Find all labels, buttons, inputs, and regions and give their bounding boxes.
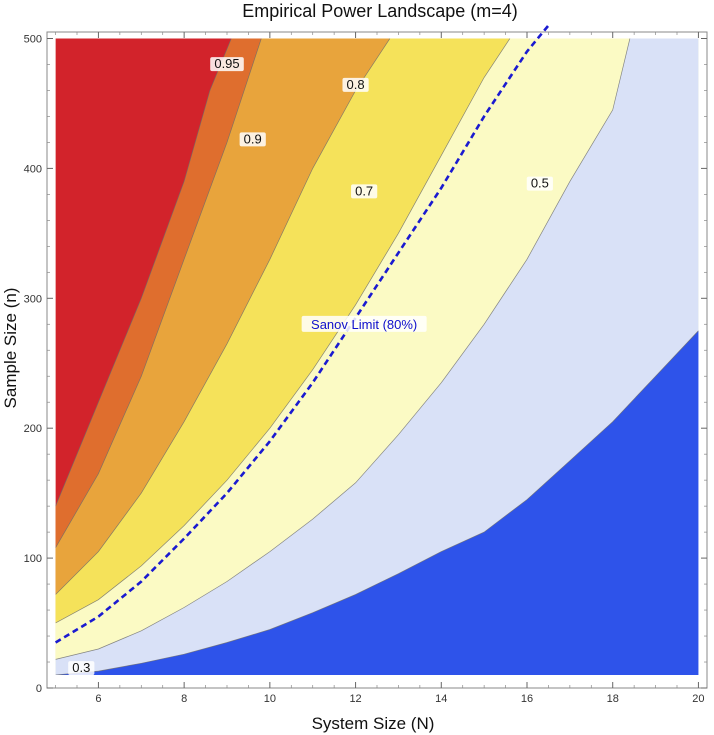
contour-label-0.8: 0.8 [347,77,365,92]
contour-label-bg-0.9 [239,132,266,147]
sanov-limit-label: Sanov Limit (80%) [311,317,417,332]
contour-line-0.8 [55,38,391,595]
contour-line-0.9 [55,38,262,548]
contour-label-0.95: 0.95 [214,56,239,71]
x-tick-label-20: 20 [692,693,704,705]
x-tick-label-8: 8 [181,693,187,705]
x-tick-label-16: 16 [521,693,533,705]
contour-label-bg-0.7 [351,184,378,199]
y-axis-title: Sample Size (n) [1,288,20,409]
contour-label-bg-0.5 [526,176,553,191]
contour-label-0.3: 0.3 [72,660,90,675]
x-tick-label-6: 6 [95,693,101,705]
x-tick-label-18: 18 [607,693,619,705]
contour-line-0.5 [55,38,631,660]
chart-title: Empirical Power Landscape (m=4) [242,1,518,21]
sanov-limit-curve [54,24,550,644]
contour-line-0.95 [55,38,232,507]
contour-label-bg-0.3 [68,661,95,676]
y-tick-label-200: 200 [24,423,42,435]
contour-label-0.9: 0.9 [244,131,262,146]
contour-line-0.3 [55,330,699,676]
sanov-label-bg [301,315,427,332]
contour-label-bg-0.95 [210,57,244,72]
region-below-0.3 [55,330,699,676]
x-tick-label-12: 12 [349,693,361,705]
contour-line-0.7 [55,38,511,624]
plot-area [54,24,699,676]
y-tick-label-500: 500 [24,33,42,45]
x-tick-label-10: 10 [264,693,276,705]
y-tick-label-0: 0 [36,683,42,695]
y-tick-label-300: 300 [24,293,42,305]
contour-label-0.5: 0.5 [531,176,549,191]
x-axis-title: System Size (N) [312,714,435,733]
contour-label-bg-0.8 [342,77,369,92]
contour-labels: 0.3 0.5 0.7 0.8 0.9 0.95 Sanov Limit (80%) [68,56,553,676]
y-tick-label-100: 100 [24,553,42,565]
y-tick-label-400: 400 [24,163,42,175]
x-tick-label-14: 14 [435,693,447,705]
contour-label-0.7: 0.7 [355,183,373,198]
